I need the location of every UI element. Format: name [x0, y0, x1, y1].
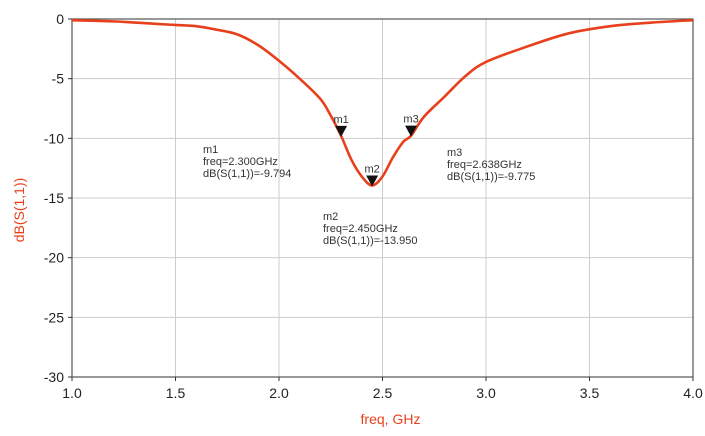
- marker-m2-readout: freq=2.450GHz: [323, 223, 398, 235]
- marker-m2-readout: m2: [323, 211, 338, 223]
- marker-m1-readout: m1: [203, 144, 218, 156]
- x-tick-label: 4.0: [683, 385, 703, 401]
- marker-m3-readout: m3: [447, 147, 462, 159]
- marker-m3-icon: [405, 125, 418, 137]
- marker-m2-icon: [366, 175, 379, 187]
- y-tick-label: -30: [44, 369, 64, 385]
- x-tick-label: 3.0: [476, 385, 496, 401]
- y-tick-label: 0: [56, 11, 64, 27]
- s11-series-line: [71, 18, 694, 187]
- marker-m1-label: m1: [333, 114, 348, 126]
- x-tick-label: 1.5: [166, 385, 186, 401]
- x-tick-label: 1.0: [62, 385, 82, 401]
- x-tick-label: 2.0: [269, 385, 289, 401]
- marker-m2-readout: dB(S(1,1))=-13.950: [323, 235, 417, 247]
- y-tick-label: -25: [44, 309, 64, 325]
- y-tick-label: -15: [44, 190, 64, 206]
- marker-m3-readout: freq=2.638GHz: [447, 159, 522, 171]
- marker-m3-readout: dB(S(1,1))=-9.775: [447, 171, 535, 183]
- x-tick-label: 2.5: [373, 385, 393, 401]
- y-tick-label: -20: [44, 250, 64, 266]
- x-axis-title: freq, GHz: [361, 411, 421, 427]
- marker-m1-readout: dB(S(1,1))=-9.794: [203, 168, 291, 180]
- marker-m1-readout: freq=2.300GHz: [203, 156, 278, 168]
- marker-m1-icon: [335, 125, 348, 137]
- marker-m3-label: m3: [403, 114, 418, 126]
- marker-m2-label: m2: [365, 163, 380, 175]
- y-axis-title: dB(S(1,1)): [11, 178, 27, 243]
- y-tick-label: -5: [52, 71, 65, 87]
- x-tick-label: 3.5: [580, 385, 600, 401]
- y-tick-label: -10: [44, 130, 64, 146]
